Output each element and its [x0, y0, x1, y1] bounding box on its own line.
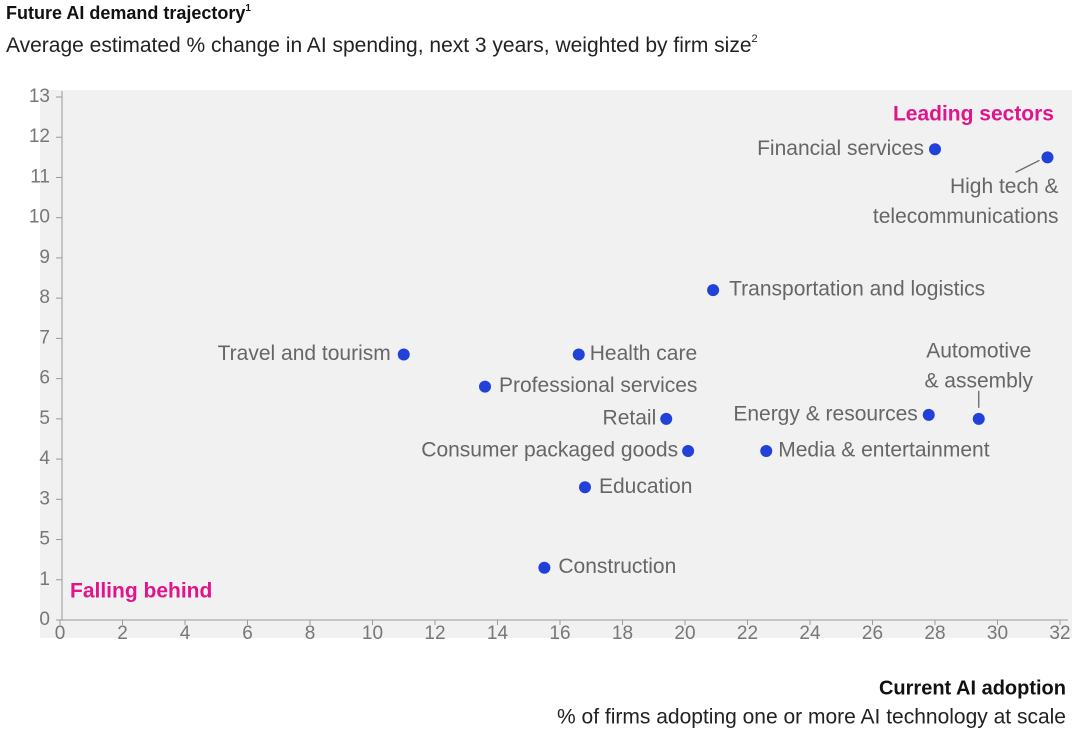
data-point — [922, 408, 935, 421]
y-tick-label: 12 — [29, 126, 50, 147]
y-tick-label: 9 — [39, 247, 50, 268]
subtitle-text: Average estimated % change in AI spendin… — [6, 34, 752, 57]
data-point — [929, 143, 941, 156]
chart-title: Future AI demand trajectory1 — [6, 3, 251, 23]
point-label: High tech & — [950, 175, 1059, 198]
x-tick-label: 32 — [1049, 623, 1070, 644]
data-point — [572, 348, 585, 361]
data-point — [660, 412, 673, 425]
x-tick-label: 26 — [862, 623, 883, 644]
y-tick-label: 4 — [39, 448, 50, 469]
point-label: Consumer packaged goods — [421, 439, 678, 462]
y-tick-label: 10 — [29, 207, 50, 228]
data-point — [579, 481, 591, 494]
annotation: Falling behind — [70, 580, 212, 603]
data-point — [707, 284, 720, 297]
x-tick-label: 0 — [55, 623, 66, 644]
data-point — [397, 348, 410, 361]
y-tick-label: 0 — [39, 609, 50, 630]
x-tick-label: 20 — [674, 623, 695, 644]
x-axis-sublabel: % of firms adopting one or more AI techn… — [557, 706, 1066, 729]
y-tick-label: 5 — [39, 408, 50, 429]
x-tick-label: 30 — [987, 623, 1008, 644]
point-label: Financial services — [757, 137, 924, 160]
x-tick-label: 10 — [362, 623, 383, 644]
y-tick-label: 6 — [39, 368, 50, 389]
x-tick-label: 22 — [737, 623, 758, 644]
point-label: Construction — [558, 555, 676, 578]
x-tick-label: 18 — [612, 623, 633, 644]
x-tick-label: 4 — [180, 623, 191, 644]
leader-line — [1015, 159, 1040, 173]
point-label: Media & entertainment — [778, 439, 989, 462]
y-tick-label: 8 — [39, 287, 50, 308]
y-tick-label: 3 — [39, 488, 50, 509]
data-point — [682, 445, 695, 458]
point-label: Energy & resources — [733, 402, 917, 425]
point-label: Education — [599, 475, 692, 498]
y-tick-label: 11 — [30, 166, 50, 187]
title-text: Future AI demand trajectory — [6, 3, 245, 23]
data-point — [479, 380, 491, 393]
y-tick-label: 13 — [29, 86, 50, 107]
y-tick-label: 7 — [39, 327, 50, 348]
x-tick-label: 28 — [924, 623, 945, 644]
x-axis-label: Current AI adoption — [879, 677, 1066, 699]
title-footnote: 1 — [245, 3, 251, 14]
data-point — [972, 412, 985, 425]
x-tick-label: 8 — [305, 623, 316, 644]
point-label: Automotive — [926, 339, 1031, 362]
subtitle-footnote: 2 — [752, 33, 758, 45]
point-label: & assembly — [924, 369, 1033, 392]
point-label: Retail — [603, 406, 657, 429]
point-label: Transportation and logistics — [729, 278, 985, 301]
x-tick-label: 14 — [487, 623, 509, 644]
data-point — [760, 445, 773, 458]
point-label: telecommunications — [873, 205, 1059, 228]
plot-background — [40, 90, 1072, 638]
x-tick-label: 12 — [424, 623, 445, 644]
y-tick-label: 1 — [39, 569, 50, 590]
point-label: Travel and tourism — [218, 342, 391, 365]
x-tick-label: 24 — [799, 623, 821, 644]
data-point — [538, 561, 551, 574]
y-tick-label: 5 — [39, 529, 50, 550]
point-label: Health care — [590, 342, 697, 365]
chart-subtitle: Average estimated % change in AI spendin… — [6, 33, 758, 57]
x-tick-label: 2 — [117, 623, 128, 644]
annotation: Leading sectors — [893, 103, 1054, 126]
point-label: Professional services — [499, 374, 697, 397]
x-tick-label: 16 — [549, 623, 570, 644]
data-point — [1041, 151, 1054, 164]
x-tick-label: 6 — [242, 623, 253, 644]
